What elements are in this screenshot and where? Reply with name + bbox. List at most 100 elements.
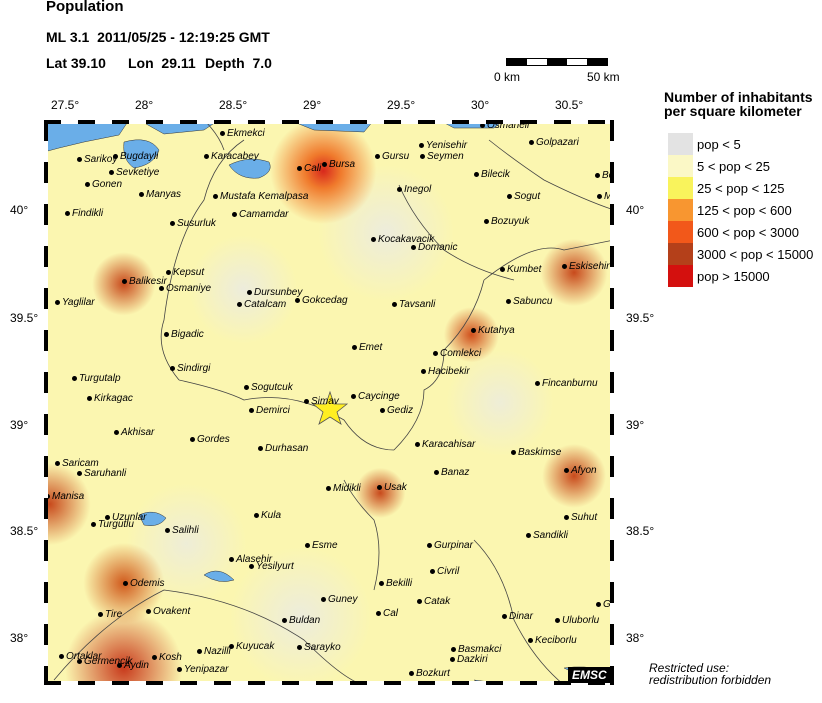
city-marker[interactable]: Osmaneli bbox=[480, 121, 529, 131]
city-marker[interactable]: Bigadic bbox=[164, 330, 204, 340]
city-marker[interactable]: Bozkurt bbox=[409, 669, 450, 679]
city-marker[interactable]: Esme bbox=[305, 541, 338, 551]
city-marker[interactable]: Suhut bbox=[564, 513, 597, 523]
city-marker[interactable]: Gordes bbox=[190, 435, 230, 445]
city-marker[interactable]: Keciborlu bbox=[528, 636, 577, 646]
city-marker[interactable]: Yenisehir bbox=[419, 141, 467, 151]
city-marker[interactable]: Cal bbox=[376, 609, 398, 619]
city-marker[interactable]: Basmakci bbox=[451, 645, 501, 655]
city-marker[interactable]: Balikesir bbox=[122, 277, 167, 287]
legend-title-line1: Number of inhabitants bbox=[664, 89, 813, 105]
city-marker[interactable]: Karacabey bbox=[204, 152, 259, 162]
city-marker[interactable]: Usak bbox=[377, 483, 407, 493]
city-marker[interactable]: Gediz bbox=[380, 406, 413, 416]
city-marker[interactable]: Kumbet bbox=[500, 265, 541, 275]
city-label: Kumbet bbox=[507, 264, 542, 275]
city-marker[interactable]: Ortaklar bbox=[59, 652, 102, 662]
city-marker[interactable]: Camamdar bbox=[232, 210, 288, 220]
city-marker[interactable]: Durhasan bbox=[258, 444, 308, 454]
city-marker[interactable]: Akhisar bbox=[114, 428, 154, 438]
city-marker[interactable]: Bilecik bbox=[474, 170, 510, 180]
city-marker[interactable]: Yenipazar bbox=[177, 665, 228, 675]
city-marker[interactable]: Findikli bbox=[65, 209, 103, 219]
city-marker[interactable]: Tire bbox=[98, 610, 122, 620]
city-marker[interactable]: Uluborlu bbox=[555, 616, 599, 626]
city-marker[interactable]: Nazilli bbox=[197, 647, 231, 657]
city-marker[interactable]: Sandikli bbox=[526, 531, 568, 541]
city-marker[interactable]: Aydin bbox=[117, 661, 149, 671]
city-marker[interactable]: Catak bbox=[417, 597, 450, 607]
city-marker[interactable]: Bursa bbox=[322, 160, 355, 170]
city-marker[interactable]: Manisa bbox=[45, 492, 84, 502]
city-marker[interactable]: Golpazari bbox=[529, 138, 579, 148]
city-marker[interactable]: Odemis bbox=[123, 579, 164, 589]
city-marker[interactable]: Bugdayli bbox=[113, 152, 158, 162]
city-marker[interactable]: Kocakavacik bbox=[371, 235, 434, 245]
city-marker[interactable]: Sindirgi bbox=[170, 364, 210, 374]
city-marker[interactable]: Be bbox=[595, 171, 614, 181]
city-marker[interactable]: Midikli bbox=[326, 484, 361, 494]
city-marker[interactable]: Bozuyuk bbox=[484, 217, 529, 227]
city-marker[interactable]: Kutahya bbox=[471, 326, 515, 336]
city-marker[interactable]: Banaz bbox=[434, 468, 469, 478]
city-marker[interactable]: Dursunbey bbox=[247, 288, 302, 298]
city-marker[interactable]: Sogut bbox=[507, 192, 540, 202]
population-density-map[interactable]: Ekmekci Sarikoy Bugdayli Karacabey Cali Bursa… bbox=[44, 120, 614, 685]
city-marker[interactable]: Osmaniye bbox=[159, 284, 211, 294]
city-marker[interactable]: Saruhanli bbox=[77, 469, 126, 479]
city-marker[interactable]: Guney bbox=[321, 595, 357, 605]
city-marker[interactable]: Baskimse bbox=[511, 448, 561, 458]
city-marker[interactable]: Mihalg bbox=[597, 192, 614, 202]
city-marker[interactable]: Afyon bbox=[564, 466, 597, 476]
city-marker[interactable]: Kirkagac bbox=[87, 394, 133, 404]
city-marker[interactable]: Cali bbox=[297, 164, 321, 174]
city-marker[interactable]: Emet bbox=[352, 343, 382, 353]
city-marker[interactable]: Mustafa Kemalpasa bbox=[213, 192, 308, 202]
city-marker[interactable]: Sevketiye bbox=[109, 168, 159, 178]
city-marker[interactable]: Comlekci bbox=[433, 349, 481, 359]
city-marker[interactable]: Ovakent bbox=[146, 607, 190, 617]
city-marker[interactable]: Catalcam bbox=[237, 300, 286, 310]
city-marker[interactable]: Sabuncu bbox=[506, 297, 552, 307]
city-marker[interactable]: Seymen bbox=[420, 152, 464, 162]
city-marker[interactable]: Domanic bbox=[411, 243, 457, 253]
city-marker[interactable]: Hacibekir bbox=[421, 367, 470, 377]
city-marker[interactable]: Buldan bbox=[282, 616, 320, 626]
city-marker[interactable]: Bekilli bbox=[379, 579, 412, 589]
city-marker[interactable]: Fincanburnu bbox=[535, 379, 598, 389]
city-marker[interactable]: Tavsanli bbox=[392, 300, 435, 310]
city-marker[interactable]: Karacahisar bbox=[415, 440, 475, 450]
city-marker[interactable]: Sarikoy bbox=[77, 155, 117, 165]
city-marker[interactable]: Alasehir bbox=[229, 555, 272, 565]
city-marker[interactable]: Gursu bbox=[375, 152, 409, 162]
city-marker[interactable]: Yesilyurt bbox=[249, 562, 294, 572]
city-marker[interactable]: Eskisehir bbox=[562, 262, 610, 272]
city-marker[interactable]: Gokcedag bbox=[295, 296, 348, 306]
city-marker[interactable]: Gonen bbox=[85, 180, 122, 190]
city-marker[interactable]: Gurpinar bbox=[427, 541, 473, 551]
city-marker[interactable]: Sarayko bbox=[297, 643, 341, 653]
city-marker[interactable]: Simav bbox=[304, 397, 339, 407]
city-marker[interactable]: Sogutcuk bbox=[244, 383, 293, 393]
city-marker[interactable]: Kepsut bbox=[166, 268, 204, 278]
city-marker[interactable]: Uzunlar bbox=[105, 513, 146, 523]
city-marker[interactable]: Germencik bbox=[77, 657, 132, 667]
city-marker[interactable]: Dinar bbox=[502, 612, 533, 622]
city-marker[interactable]: Susurluk bbox=[170, 219, 216, 229]
city-marker[interactable]: Ekmekci bbox=[220, 129, 265, 139]
city-marker[interactable]: Demirci bbox=[249, 406, 290, 416]
city-marker[interactable]: Turgutlu bbox=[91, 520, 134, 530]
city-marker[interactable]: Civril bbox=[430, 567, 459, 577]
city-marker[interactable]: Turgutalp bbox=[72, 374, 121, 384]
city-marker[interactable]: Kosh bbox=[152, 653, 182, 663]
city-marker[interactable]: Salihli bbox=[165, 526, 199, 536]
city-marker[interactable]: Saricam bbox=[55, 459, 99, 469]
city-marker[interactable]: Inegol bbox=[397, 185, 431, 195]
city-marker[interactable]: Yaglilar bbox=[55, 298, 95, 308]
city-marker[interactable]: Dazkiri bbox=[450, 655, 488, 665]
city-marker[interactable]: Kula bbox=[254, 511, 281, 521]
city-marker[interactable]: Go bbox=[596, 600, 614, 610]
city-marker[interactable]: Manyas bbox=[139, 190, 181, 200]
city-marker[interactable]: Kuyucak bbox=[229, 642, 274, 652]
city-marker[interactable]: Caycinge bbox=[351, 392, 400, 402]
